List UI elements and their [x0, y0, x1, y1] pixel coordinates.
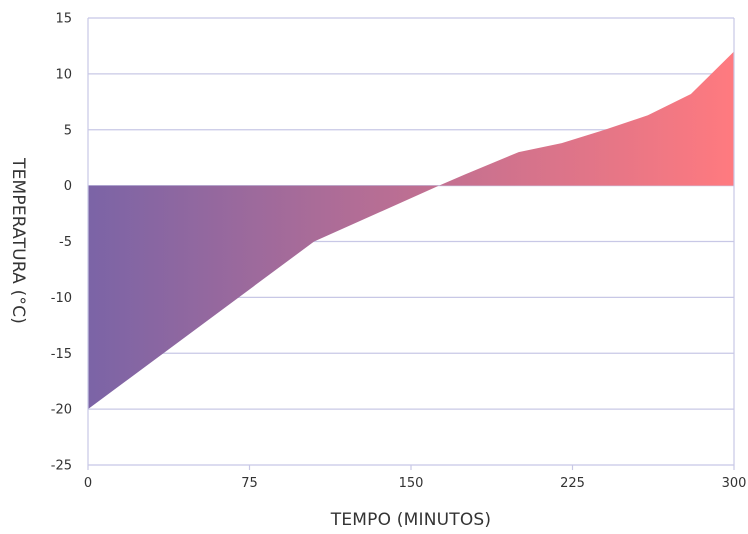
y-tick-label: 10	[55, 67, 72, 82]
axes	[87, 18, 735, 470]
y-tick-label: -20	[51, 403, 72, 418]
y-tick-label: 5	[64, 123, 72, 138]
x-axis-title: TEMPO (MINUTOS)	[330, 510, 492, 530]
area-series	[88, 51, 734, 410]
y-axis-title: TEMPERATURA (°C)	[8, 157, 28, 324]
y-tick-label: -5	[59, 235, 72, 250]
series-area	[88, 51, 734, 410]
x-tick-label: 300	[722, 476, 747, 491]
x-tick-label: 75	[241, 476, 258, 491]
x-tick-label: 0	[84, 476, 92, 491]
x-tick-label: 150	[399, 476, 424, 491]
y-tick-label: 0	[64, 179, 72, 194]
y-tick-label: -10	[51, 291, 72, 306]
x-tick-labels: 0 75 150 225 300	[84, 476, 747, 491]
y-tick-label: 15	[55, 12, 72, 27]
y-tick-label: -25	[51, 459, 72, 474]
y-tick-label: -15	[51, 347, 72, 362]
y-tick-labels: 15 10 5 0 -5 -10 -15 -20 -25	[51, 12, 72, 474]
x-tick-label: 225	[560, 476, 585, 491]
